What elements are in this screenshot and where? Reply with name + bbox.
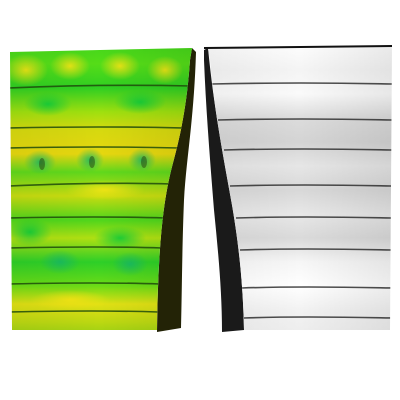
colored-surface-render [10, 48, 196, 332]
colored-surface-shadow [157, 48, 196, 332]
grayscale-surface-render [203, 45, 393, 332]
grayscale-surface-seams [211, 82, 392, 319]
grayscale-surface-shadow [204, 48, 244, 332]
colored-surface-seams [10, 84, 192, 313]
